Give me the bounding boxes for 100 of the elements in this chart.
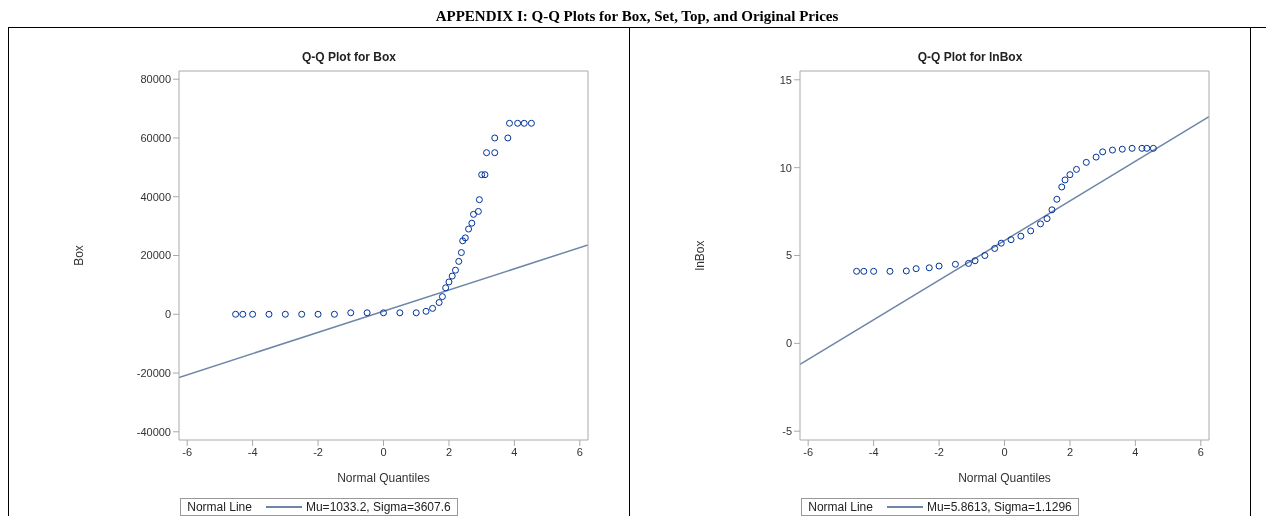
point bbox=[997, 239, 1005, 247]
point bbox=[265, 310, 273, 318]
y-tick-label: 0 bbox=[164, 308, 171, 321]
point bbox=[330, 310, 338, 318]
y-axis-title: lnBox bbox=[693, 240, 708, 271]
x-tick-label: -6 bbox=[803, 445, 814, 458]
x-axis-title: Normal Quantiles bbox=[958, 471, 1051, 485]
x-tick-label: -2 bbox=[313, 445, 323, 458]
point bbox=[451, 266, 459, 274]
y-tick-label: -20000 bbox=[136, 366, 171, 379]
y-axis-title: Box bbox=[72, 245, 87, 266]
chart-title: Q-Q Plot for lnBox bbox=[916, 50, 1024, 64]
point bbox=[504, 134, 512, 142]
point bbox=[232, 310, 240, 318]
point bbox=[1048, 206, 1056, 214]
x-tick-label: 0 bbox=[380, 445, 387, 458]
x-tick-label: 4 bbox=[1132, 445, 1139, 458]
legend-title: Normal Line bbox=[808, 500, 873, 514]
point bbox=[442, 284, 450, 292]
x-axis-title: Normal Quantiles bbox=[337, 471, 430, 485]
legend-title: Normal Line bbox=[187, 500, 252, 514]
point bbox=[469, 210, 477, 218]
point bbox=[478, 171, 486, 179]
x-tick-label: -2 bbox=[934, 445, 944, 458]
x-tick-label: 6 bbox=[1197, 445, 1204, 458]
y-tick-label: 5 bbox=[785, 249, 792, 262]
point bbox=[1118, 145, 1126, 153]
y-tick-label: -40000 bbox=[136, 425, 171, 438]
point bbox=[1108, 146, 1116, 154]
point bbox=[505, 119, 513, 127]
x-tick-label: 2 bbox=[445, 445, 452, 458]
point bbox=[435, 299, 443, 307]
point bbox=[1043, 215, 1051, 223]
point bbox=[1017, 232, 1025, 240]
point bbox=[1128, 144, 1136, 152]
y-tick-label: 15 bbox=[779, 73, 792, 86]
point bbox=[491, 134, 499, 142]
point bbox=[991, 244, 999, 252]
point bbox=[902, 267, 910, 275]
point bbox=[1138, 144, 1146, 152]
point bbox=[925, 264, 933, 272]
point bbox=[475, 196, 483, 204]
point bbox=[853, 267, 861, 275]
point bbox=[886, 267, 894, 275]
point bbox=[951, 260, 959, 268]
x-tick-label: -4 bbox=[868, 445, 879, 458]
chart-title: Q-Q Plot for Box bbox=[301, 50, 397, 64]
point bbox=[1143, 144, 1151, 152]
point bbox=[1058, 183, 1066, 191]
point bbox=[527, 119, 535, 127]
point bbox=[1066, 171, 1074, 179]
x-tick-label: 4 bbox=[511, 445, 518, 458]
point bbox=[396, 309, 404, 317]
point bbox=[1099, 148, 1107, 156]
point bbox=[981, 252, 989, 259]
point bbox=[412, 309, 420, 317]
point bbox=[481, 171, 489, 179]
point bbox=[514, 119, 522, 127]
y-tick-label: 0 bbox=[785, 337, 792, 350]
y-tick-label: -5 bbox=[782, 425, 792, 438]
text: APPENDIX I: Q-Q Plots for Box, Set, Top, and Original Prices bbox=[8, 8, 1266, 28]
point bbox=[422, 307, 430, 315]
point bbox=[483, 149, 491, 157]
point bbox=[860, 267, 868, 275]
point bbox=[1092, 153, 1100, 161]
legend-label: Mu=5.8613, Sigma=1.1296 bbox=[926, 500, 1072, 514]
point bbox=[1027, 227, 1035, 235]
x-tick-label: -6 bbox=[182, 445, 193, 458]
point bbox=[380, 309, 387, 317]
point bbox=[965, 259, 973, 267]
point bbox=[491, 149, 499, 157]
y-tick-label: 60000 bbox=[140, 131, 171, 144]
point bbox=[455, 257, 463, 265]
point bbox=[448, 272, 456, 280]
y-tick-label: 10 bbox=[779, 161, 792, 174]
point bbox=[1053, 195, 1061, 203]
point bbox=[281, 310, 289, 318]
point bbox=[249, 310, 257, 318]
point bbox=[912, 265, 920, 273]
point bbox=[438, 293, 446, 301]
point bbox=[474, 207, 482, 215]
point bbox=[1007, 236, 1015, 244]
y-tick-label: 40000 bbox=[140, 190, 171, 203]
point bbox=[347, 309, 355, 317]
point bbox=[1061, 176, 1069, 184]
point bbox=[363, 309, 371, 317]
point bbox=[459, 237, 467, 245]
legend-label: Mu=1033.2, Sigma=3607.6 bbox=[305, 500, 451, 514]
point bbox=[461, 234, 469, 242]
point bbox=[870, 267, 878, 275]
point bbox=[457, 249, 465, 257]
x-tick-label: -4 bbox=[247, 445, 258, 458]
point bbox=[971, 257, 979, 265]
point bbox=[1072, 165, 1080, 173]
y-tick-label: 80000 bbox=[140, 73, 171, 86]
point bbox=[1036, 220, 1044, 228]
x-tick-label: 0 bbox=[1001, 445, 1008, 458]
x-tick-label: 2 bbox=[1066, 445, 1073, 458]
point bbox=[1149, 144, 1157, 152]
y-tick-label: 20000 bbox=[140, 249, 171, 262]
